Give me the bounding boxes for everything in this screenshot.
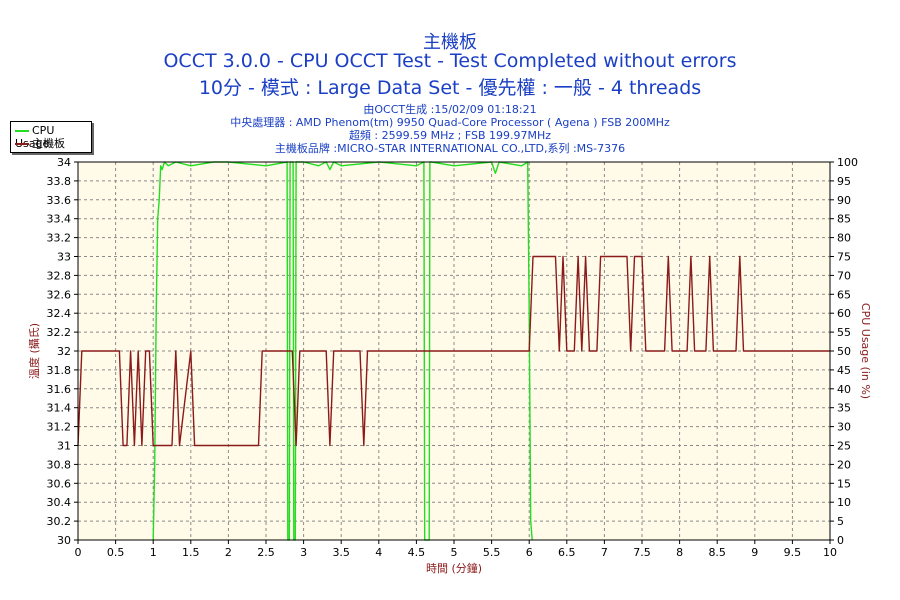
y-left-tick-label: 31.8 — [47, 364, 72, 377]
y-right-tick-label: 90 — [837, 194, 851, 207]
y-left-tick-label: 31.2 — [47, 421, 72, 434]
x-tick-label: 2.5 — [257, 546, 275, 559]
y-left-tick-label: 30.6 — [47, 477, 72, 490]
y-left-tick-label: 31.4 — [47, 402, 72, 415]
y-left-tick-label: 32.2 — [47, 326, 72, 339]
y-left-tick-label: 33 — [57, 251, 71, 264]
y-right-tick-label: 25 — [837, 440, 851, 453]
y-right-tick-label: 35 — [837, 402, 851, 415]
y-right-tick-label: 5 — [837, 515, 844, 528]
x-tick-label: 8.5 — [708, 546, 726, 559]
y-right-tick-label: 70 — [837, 269, 851, 282]
x-tick-label: 3.5 — [332, 546, 350, 559]
y-left-tick-label: 30.4 — [47, 496, 72, 509]
info-overclock: 超頻 : 2599.59 MHz ; FSB 199.97MHz — [348, 129, 552, 142]
y-right-tick-label: 30 — [837, 421, 851, 434]
x-tick-label: 3 — [300, 546, 307, 559]
legend: CPU Usage 主機板 — [10, 121, 92, 153]
x-tick-label: 0.5 — [107, 546, 125, 559]
y-right-tick-label: 65 — [837, 288, 851, 301]
x-tick-label: 9 — [751, 546, 758, 559]
y-left-tick-label: 33.6 — [47, 194, 72, 207]
x-tick-label: 10 — [823, 546, 837, 559]
chart-title: 主機板 — [423, 32, 477, 53]
y-right-tick-label: 85 — [837, 213, 851, 226]
y-right-tick-label: 45 — [837, 364, 851, 377]
y-axis-right: 0 5 10 15 20 25 30 35 40 45 50 55 60 65 70 75 80 85 90 95 10… — [830, 156, 858, 547]
legend-swatch-motherboard — [15, 143, 29, 145]
legend-label-cpu-usage: CPU Usage — [15, 124, 55, 150]
y-left-tick-label: 33.8 — [47, 175, 72, 188]
x-tick-label: 2 — [225, 546, 232, 559]
legend-label-motherboard: 主機板 — [32, 137, 65, 150]
y-right-tick-label: 20 — [837, 458, 851, 471]
info-motherboard: 主機板品牌 :MICRO-STAR INTERNATIONAL CO.,LTD,… — [274, 142, 626, 155]
x-tick-label: 5 — [451, 546, 458, 559]
y-left-tick-label: 31 — [57, 440, 71, 453]
y-axis-left: 30 30.2 30.4 30.6 30.8 31 31.2 31.4 31.6 31.8 32 32… — [47, 156, 78, 547]
info-generated: 由OCCT生成 :15/02/09 01:18:21 — [363, 103, 537, 116]
y-right-tick-label: 100 — [837, 156, 858, 169]
x-tick-label: 7.5 — [633, 546, 651, 559]
y-left-tick-label: 30 — [57, 534, 71, 547]
y-left-tick-label: 33.4 — [47, 213, 72, 226]
legend-swatch-cpu-usage — [15, 130, 29, 132]
y-left-tick-label: 32.4 — [47, 307, 72, 320]
x-axis-label: 時間 (分鐘) — [426, 561, 482, 575]
y-axis-label-left: 溫度 (攝氏) — [27, 323, 41, 379]
x-tick-label: 6 — [526, 546, 533, 559]
x-tick-label: 1 — [150, 546, 157, 559]
chart-subtitle-mode: 10分 - 模式 : Large Data Set - 優先權 : 一般 - 4… — [198, 77, 702, 99]
info-cpu: 中央處理器 : AMD Phenom(tm) 9950 Quad-Core Pr… — [230, 116, 670, 129]
legend-item-motherboard: 主機板 — [15, 137, 65, 150]
x-tick-label: 1.5 — [182, 546, 200, 559]
y-left-tick-label: 32.6 — [47, 288, 72, 301]
x-tick-label: 4 — [375, 546, 382, 559]
legend-item-cpu-usage: CPU Usage — [15, 124, 91, 150]
y-right-tick-label: 50 — [837, 345, 851, 358]
x-tick-label: 5.5 — [483, 546, 501, 559]
y-right-tick-label: 10 — [837, 496, 851, 509]
x-tick-label: 0 — [75, 546, 82, 559]
y-right-tick-label: 95 — [837, 175, 851, 188]
x-axis: 0 0.5 1 1.5 2 2.5 3 3.5 4 4.5 5 5.5 6 6.5 7 7.5 8 8.5 9 9.5… — [75, 540, 837, 559]
y-left-tick-label: 32 — [57, 345, 71, 358]
x-tick-label: 8 — [676, 546, 683, 559]
y-left-tick-label: 34 — [57, 156, 71, 169]
x-tick-label: 9.5 — [784, 546, 802, 559]
y-left-tick-label: 33.2 — [47, 232, 72, 245]
x-tick-label: 6.5 — [558, 546, 576, 559]
y-right-tick-label: 80 — [837, 232, 851, 245]
y-right-tick-label: 40 — [837, 383, 851, 396]
y-left-tick-label: 31.6 — [47, 383, 72, 396]
y-left-tick-label: 30.2 — [47, 515, 72, 528]
chart-subtitle-test: OCCT 3.0.0 - CPU OCCT Test - Test Comple… — [163, 50, 737, 72]
y-right-tick-label: 75 — [837, 251, 851, 264]
y-right-tick-label: 0 — [837, 534, 844, 547]
y-right-tick-label: 60 — [837, 307, 851, 320]
x-tick-label: 7 — [601, 546, 608, 559]
y-right-tick-label: 15 — [837, 477, 851, 490]
x-tick-label: 4.5 — [408, 546, 426, 559]
y-right-tick-label: 55 — [837, 326, 851, 339]
series-line-motherboard — [77, 255, 830, 447]
y-axis-label-right: CPU Usage (in %) — [859, 303, 872, 399]
y-left-tick-label: 32.8 — [47, 269, 72, 282]
y-left-tick-label: 30.8 — [47, 458, 72, 471]
